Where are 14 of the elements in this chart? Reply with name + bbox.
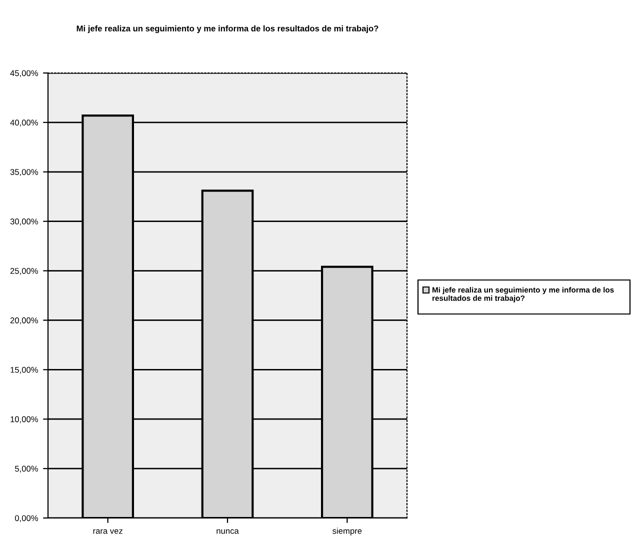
x-tick-label: rara vez xyxy=(93,529,122,534)
y-tick-label: 30,00% xyxy=(10,218,38,226)
y-tick-label: 20,00% xyxy=(10,317,38,324)
y-tick-label: 45,00% xyxy=(10,70,38,78)
y-tick-label: 0,00% xyxy=(14,515,38,522)
y-tick-label: 40,00% xyxy=(10,120,38,127)
x-tick-label: nunca xyxy=(216,529,239,534)
y-tick-label: 15,00% xyxy=(10,366,38,374)
y-tick-label: 10,00% xyxy=(10,416,38,424)
y-tick-label: 35,00% xyxy=(10,169,38,176)
x-tick-label: siempre xyxy=(332,528,362,536)
y-tick-label: 5,00% xyxy=(14,466,38,473)
y-tick-label: 25,00% xyxy=(10,268,38,275)
chart-title: Mi jefe realiza un seguimiento y me informa de los resultados de mi trabajo? xyxy=(76,25,378,34)
